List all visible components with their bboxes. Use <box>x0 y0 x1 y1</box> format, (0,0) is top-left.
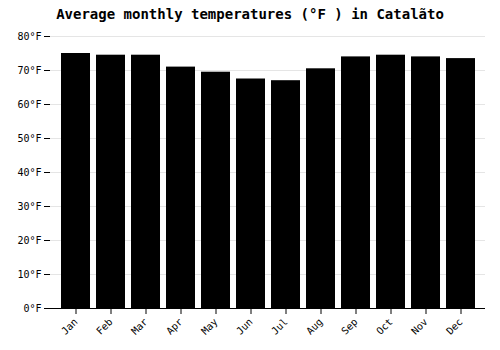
svg-text:Apr: Apr <box>164 316 185 337</box>
svg-text:May: May <box>199 316 220 337</box>
svg-text:80°F: 80°F <box>17 31 41 42</box>
svg-text:Jan: Jan <box>59 316 80 337</box>
svg-text:50°F: 50°F <box>17 133 41 144</box>
svg-text:Sep: Sep <box>339 316 360 337</box>
svg-text:Feb: Feb <box>94 316 115 337</box>
svg-text:Mar: Mar <box>129 316 150 337</box>
svg-text:30°F: 30°F <box>17 201 41 212</box>
svg-text:0°F: 0°F <box>23 303 41 314</box>
svg-text:20°F: 20°F <box>17 235 41 246</box>
svg-text:10°F: 10°F <box>17 269 41 280</box>
svg-text:Jun: Jun <box>234 316 255 337</box>
html-text:Average monthly temperatures (: Average monthly temperatures (°F ) in Ca… <box>56 6 444 22</box>
svg-text:Nov: Nov <box>409 316 430 337</box>
svg-text:70°F: 70°F <box>17 65 41 76</box>
svg-text:Aug: Aug <box>304 316 325 337</box>
svg-text:Jul: Jul <box>269 316 290 337</box>
svg-text:Oct: Oct <box>374 316 395 337</box>
svg-text:Dec: Dec <box>444 316 465 337</box>
svg-text:60°F: 60°F <box>17 99 41 110</box>
svg-text:40°F: 40°F <box>17 167 41 178</box>
